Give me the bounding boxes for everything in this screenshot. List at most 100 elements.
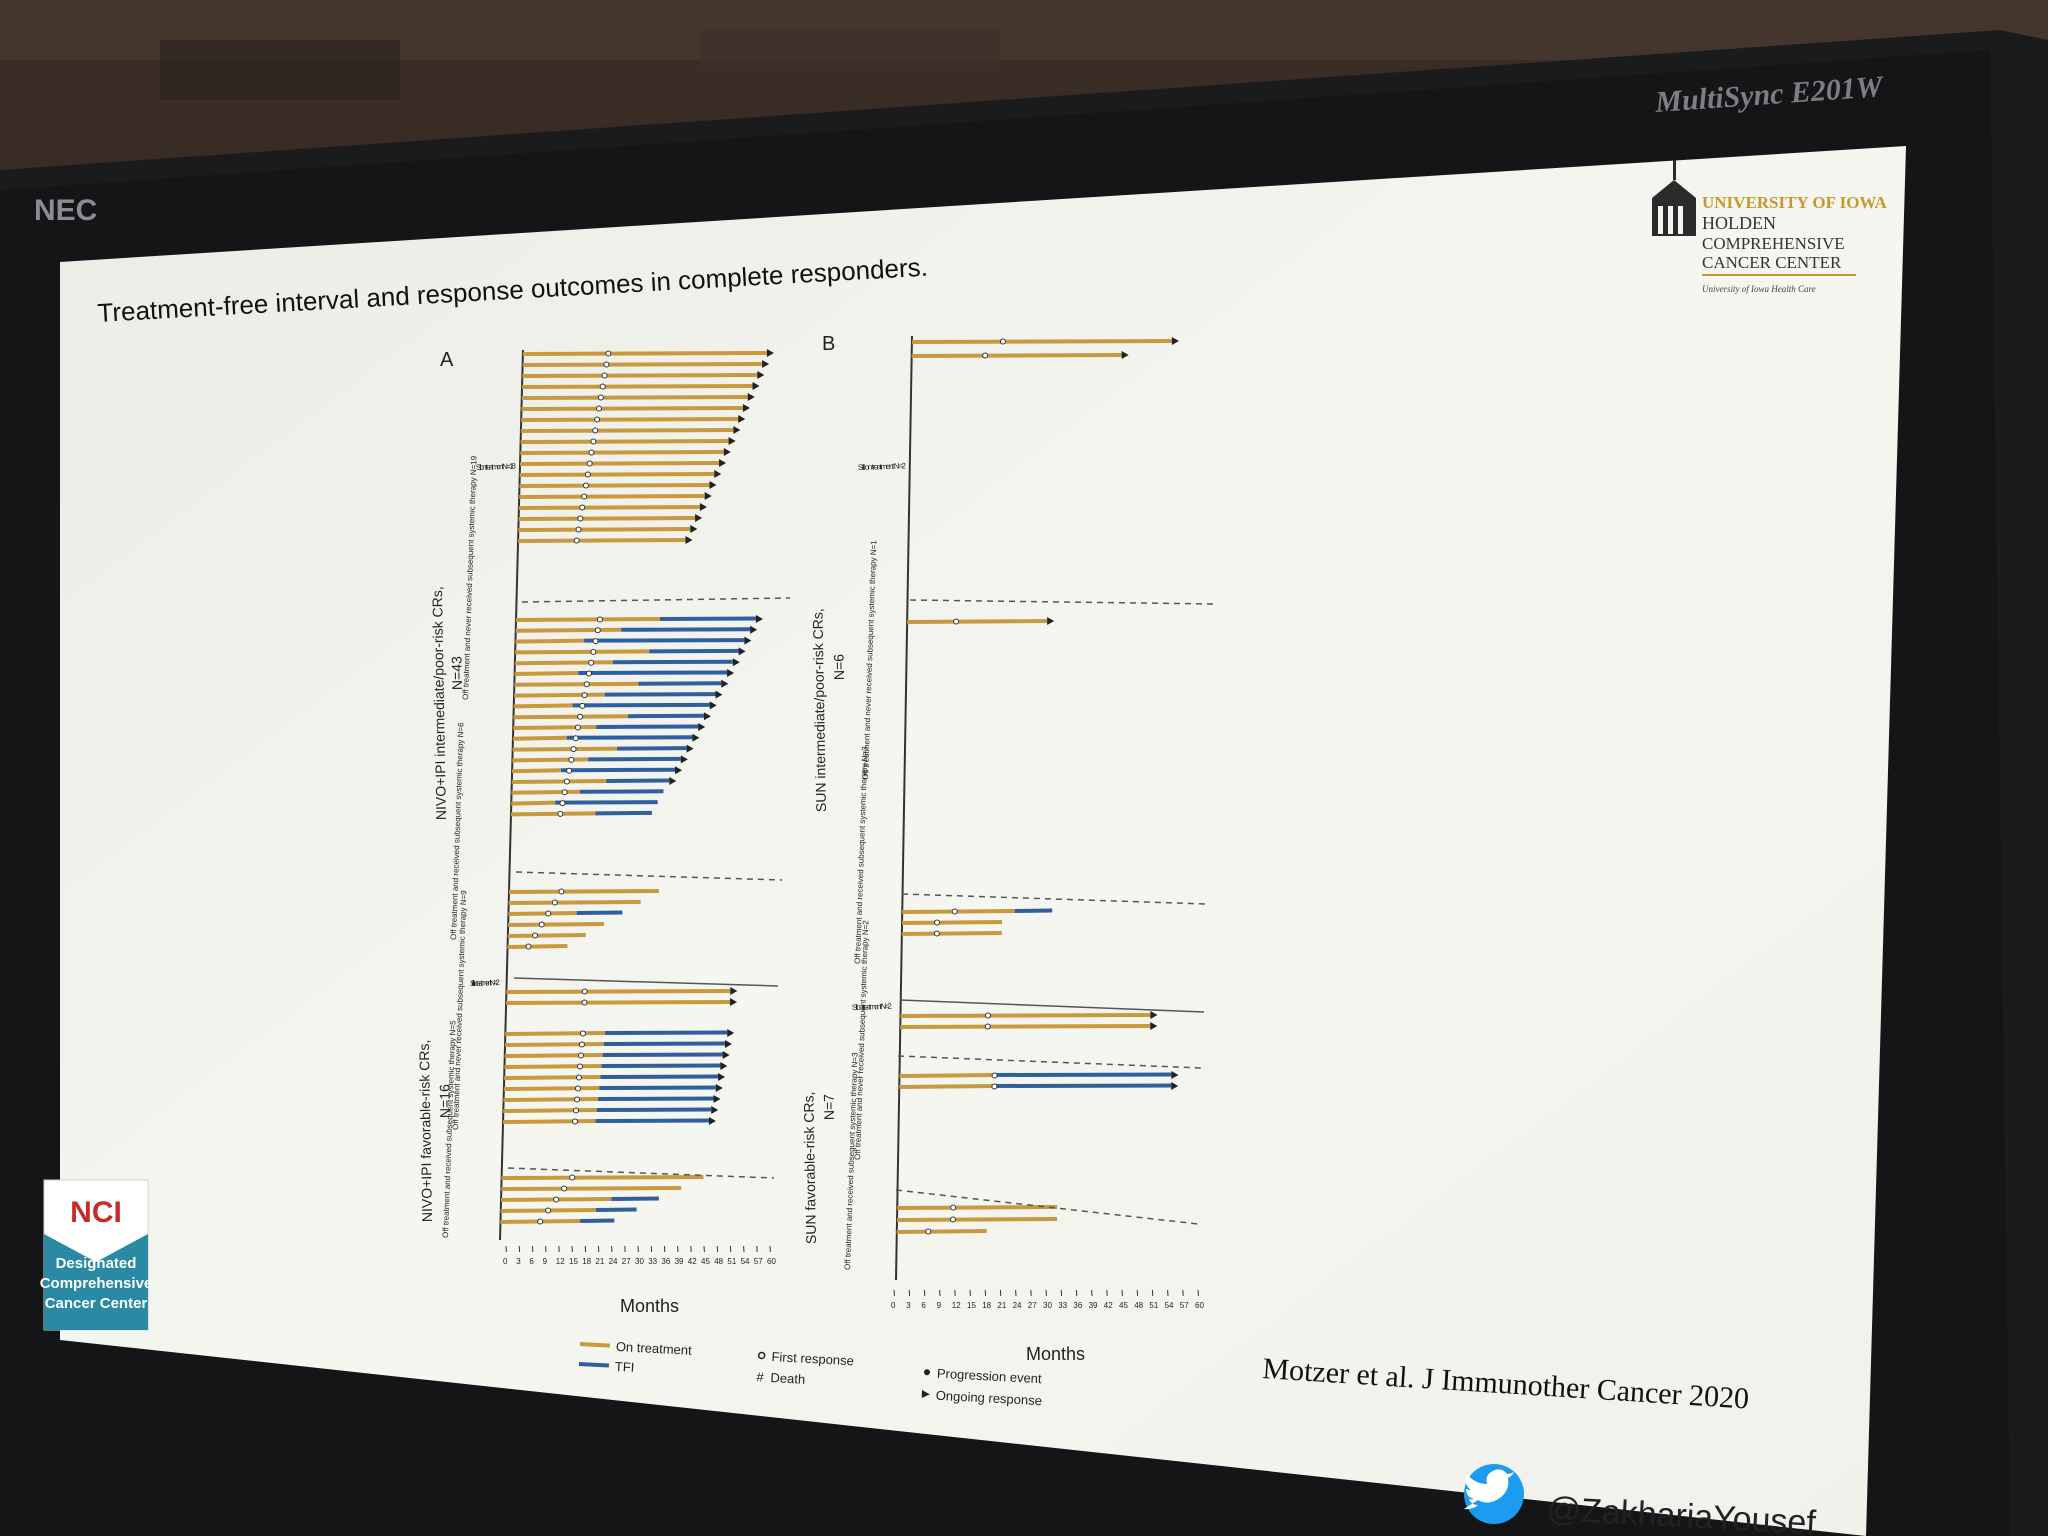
bar-on-treatment: [507, 944, 568, 949]
nci-line2: Comprehensive: [40, 1275, 153, 1292]
first-response-marker: [999, 338, 1006, 345]
bar-on-treatment: [522, 351, 767, 356]
legend-progression: Progression event: [937, 1366, 1043, 1386]
panel-a-axis: [499, 349, 524, 1241]
ongoing-arrow: [692, 733, 700, 742]
bar-on-treatment: [506, 989, 731, 994]
tick-label: 15: [569, 1257, 578, 1266]
bar-on-treatment: [504, 1075, 601, 1080]
first-response-marker: [597, 394, 604, 401]
panel-b-bars: [896, 337, 1179, 1235]
university-logo: UNIVERSITY OF IOWA HOLDEN COMPREHENSIVE …: [1652, 160, 1888, 294]
bar-on-treatment: [901, 931, 1002, 936]
first-response-marker: [934, 919, 941, 926]
first-response-marker: [572, 1118, 579, 1125]
bar-on-treatment: [518, 527, 691, 532]
tick-label: 42: [1104, 1301, 1113, 1310]
ongoing-arrow: [750, 625, 758, 634]
first-response-marker: [570, 746, 577, 753]
bar-tfi: [611, 1196, 659, 1201]
bar-on-treatment: [512, 768, 561, 774]
nci-line3: Cancer Center: [45, 1295, 148, 1312]
first-response-marker: [594, 627, 601, 634]
ongoing-icon: [921, 1389, 930, 1398]
bar-tfi: [595, 1207, 637, 1212]
first-response-marker: [537, 1218, 544, 1225]
first-response-marker: [573, 1107, 580, 1114]
bar-on-treatment: [521, 417, 739, 422]
bar-on-treatment: [911, 353, 1122, 358]
ongoing-arrow: [675, 766, 683, 775]
first-response-marker: [581, 988, 588, 995]
bar-tfi: [599, 1085, 716, 1090]
tick-label: 36: [661, 1257, 670, 1266]
bar-tfi: [572, 702, 710, 708]
tick-label: 15: [967, 1301, 976, 1310]
first-response-marker: [561, 1185, 568, 1192]
tick-label: 39: [1089, 1301, 1098, 1310]
nci-badge: NCI Designated Comprehensive Cancer Cent…: [40, 1179, 153, 1331]
first-response-marker: [581, 999, 588, 1006]
ongoing-arrow: [757, 371, 765, 379]
bar-on-treatment: [902, 909, 1015, 914]
bar-tfi: [638, 681, 722, 686]
panel-a-bars: [500, 349, 774, 1225]
ongoing-arrow: [752, 382, 760, 390]
bar-on-treatment: [511, 779, 607, 784]
ongoing-arrow: [727, 669, 735, 677]
first-response-marker: [579, 504, 586, 511]
ongoing-arrow: [713, 1095, 721, 1103]
first-response-marker: [577, 1052, 584, 1059]
bar-on-treatment: [522, 373, 758, 378]
tick-label: 12: [556, 1257, 565, 1266]
first-response-marker: [525, 943, 532, 950]
ongoing-arrow: [730, 987, 738, 995]
bar-on-treatment: [911, 339, 1172, 344]
bar-on-treatment: [511, 800, 556, 806]
tick-label: 33: [1058, 1301, 1067, 1310]
first-response-marker: [551, 899, 558, 906]
tick-label: 54: [741, 1257, 750, 1266]
ongoing-arrow: [1150, 1011, 1158, 1019]
ongoing-arrow: [711, 1106, 719, 1114]
first-response-marker: [574, 1096, 580, 1103]
panel-b-group1-n: N=6: [831, 654, 847, 681]
ongoing-arrow: [720, 1062, 728, 1070]
bar-tfi: [994, 1083, 1172, 1088]
first-response-marker: [563, 778, 570, 785]
panel-a-group1-n: N=43: [448, 656, 465, 690]
bar-tfi: [600, 1074, 719, 1079]
first-response-marker: [585, 670, 592, 677]
legend-on-treatment-swatch: [579, 1342, 611, 1348]
bar-on-treatment: [518, 505, 700, 510]
ongoing-arrow: [1150, 1022, 1158, 1030]
first-response-marker: [579, 702, 586, 709]
legend-tfi-swatch: [578, 1361, 610, 1368]
ongoing-arrow: [723, 448, 731, 456]
tick-label: 51: [1149, 1301, 1158, 1310]
panel-b-group2-n: N=7: [821, 1094, 837, 1121]
panel-b-group2-label: SUN favorable-risk CRs,: [800, 1091, 819, 1244]
first-response-marker: [577, 515, 584, 522]
tick-label: 60: [1195, 1301, 1204, 1310]
bar-on-treatment: [519, 472, 715, 477]
bar-on-treatment: [519, 494, 705, 499]
progression-icon: [923, 1369, 930, 1376]
bar-on-treatment: [896, 1217, 1057, 1222]
first-response-marker: [590, 438, 597, 445]
tick-label: 48: [714, 1257, 723, 1266]
bar-tfi: [621, 627, 751, 632]
first-response-marker: [588, 449, 595, 456]
ongoing-arrow: [1171, 337, 1179, 345]
ongoing-arrow: [721, 679, 729, 688]
first-response-marker: [592, 638, 599, 645]
bar-tfi: [603, 1041, 725, 1046]
bar-on-treatment: [520, 461, 720, 466]
tick-label: 54: [1165, 1301, 1174, 1310]
panel-b-xlabel: Months: [1026, 1344, 1085, 1364]
ongoing-arrow: [732, 658, 740, 667]
bar-on-treatment: [902, 920, 1003, 925]
first-response-marker: [532, 932, 539, 939]
ongoing-arrow: [698, 723, 706, 731]
first-response-marker: [984, 1023, 991, 1030]
